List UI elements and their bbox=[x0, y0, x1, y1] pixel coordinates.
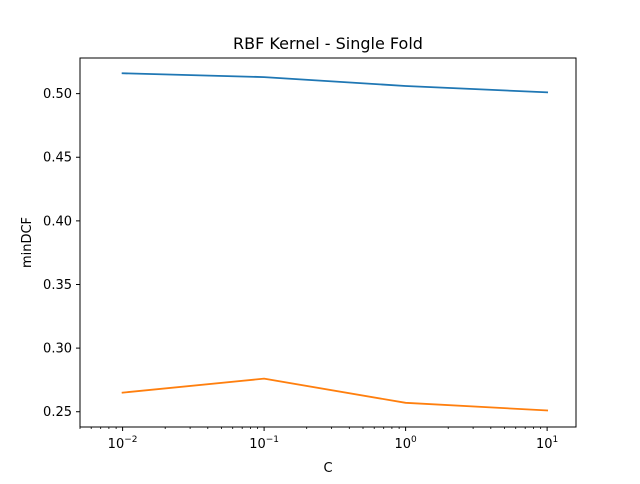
x-tick-label: 10−1 bbox=[249, 435, 279, 452]
y-tick-label: 0.45 bbox=[43, 151, 72, 166]
x-axis-label: C bbox=[323, 461, 332, 476]
x-axis-ticks: 10−2 10−1 100 101 bbox=[79, 427, 558, 452]
y-axis-label: minDCF bbox=[20, 217, 35, 268]
y-tick-label: 0.35 bbox=[43, 278, 72, 293]
x-tick-label: 101 bbox=[536, 435, 558, 452]
y-tick-label: 0.25 bbox=[43, 405, 72, 420]
plot-area-frame bbox=[79, 57, 577, 428]
x-tick-label: 10−2 bbox=[108, 435, 138, 452]
series-line-1 bbox=[121, 72, 549, 94]
y-axis-ticks: 0.25 0.30 0.35 0.40 0.45 0.50 bbox=[43, 87, 80, 420]
x-tick-label: 100 bbox=[394, 435, 417, 452]
chart-title: RBF Kernel - Single Fold bbox=[233, 34, 423, 53]
y-tick-label: 0.30 bbox=[43, 342, 72, 357]
y-tick-label: 0.50 bbox=[43, 87, 72, 102]
series-layer bbox=[121, 72, 549, 412]
y-tick-label: 0.40 bbox=[43, 214, 72, 229]
series-line-2 bbox=[121, 377, 549, 412]
